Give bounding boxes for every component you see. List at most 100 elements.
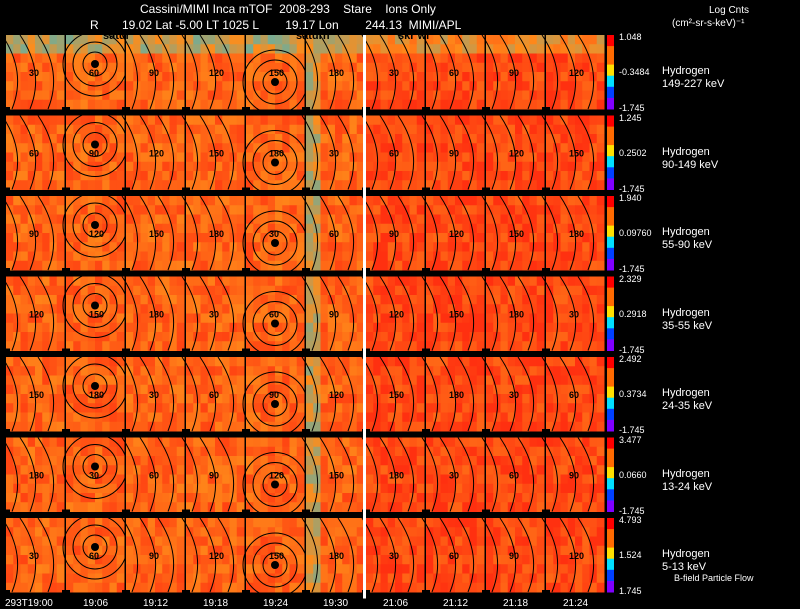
colorbar [607,357,614,432]
contour-label: 30 [209,310,219,320]
colorbar-max-label: 1.245 [619,112,642,123]
contour-label: 150 [329,471,344,481]
panel: 180 [181,195,245,272]
contour-label: 120 [329,390,344,400]
panel: 60 [541,356,605,433]
row-species-label: Hydrogen [662,65,710,77]
panel: 180 [361,437,425,514]
time-gap-divider [363,35,366,599]
contour-label: 150 [389,390,404,400]
row-energy-label: 90-149 keV [662,158,719,171]
panel: 90 [481,517,545,594]
contour-label: 60 [29,149,39,159]
panel: 120 [181,34,245,111]
contour-label: 30 [329,149,339,159]
contour-label: 150 [209,149,224,159]
colorbar-min-label: -1.745 [619,103,645,113]
contour-label: 60 [509,471,519,481]
panel: 90 [481,34,545,111]
panel: 180 [1,437,65,514]
panel: 30 [62,434,128,514]
panel: 180 [301,517,365,594]
panel: 120 [121,115,185,192]
contour-label: 60 [149,471,159,481]
contour-label: 120 [209,551,224,561]
x-tick-label: 19:06 [83,598,109,609]
contour-label: 150 [569,149,584,159]
panel: 30 [361,34,425,111]
contour-label: 30 [89,471,99,481]
panel: 90 [121,517,185,594]
x-tick-label: 19:24 [263,598,289,609]
contour-label: 150 [269,68,284,78]
contour-label: 90 [389,229,399,239]
panel: 90 [121,34,185,111]
contour-label: 60 [89,68,99,78]
panel: 90 [181,437,245,514]
panel: 60 [181,356,245,433]
panel: 60 [301,195,365,272]
contour-label: 30 [449,471,459,481]
panel: 90 [541,437,605,514]
contour-label: 120 [569,68,584,78]
contour-label: 150 [89,310,104,320]
panel: 90 [301,276,365,353]
panel: 150 [421,276,485,353]
panel: 150 [121,195,185,272]
contour-label: 60 [209,390,219,400]
chart-title: Cassini/MIMI Inca mTOF 2008-293 Stare Io… [140,2,436,16]
contour-label: 90 [89,149,99,159]
panel: 30 [421,437,485,514]
colorbar-min-label: -1.745 [619,505,645,516]
colorbar-mid-label: 0.2502 [619,147,647,158]
panel: 120 [301,356,365,433]
panel: 120 [361,276,425,353]
panel: 150 [181,115,245,192]
contour-label: 90 [329,310,339,320]
contour-label: 90 [509,68,519,78]
contour-label: 30 [389,551,399,561]
colorbar [607,115,614,190]
panel: 180 [541,195,605,272]
colorbar-min-label: -1.745 [619,425,645,435]
panel: 120 [1,276,65,353]
row-species-label: Hydrogen [662,467,710,480]
panel-label-satur: satur [103,30,130,42]
x-tick-label: 19:12 [143,598,169,609]
row-species-label: Hydrogen [662,226,710,238]
contour-label: 180 [269,149,284,159]
contour-label: 90 [149,68,159,78]
colorbar-max-label: 3.477 [619,434,642,445]
x-tick-label: 21:06 [383,598,409,609]
panel-label-saturn: saturn [296,30,330,42]
contour-label: 150 [269,551,284,561]
row-species-label: Hydrogen [662,145,710,158]
contour-label: 60 [449,551,459,561]
x-tick-label: 21:24 [563,598,589,609]
contour-label: 60 [329,229,339,239]
row-energy-label: 5-13 keV [662,561,707,573]
panel: 60 [62,31,128,111]
colorbar-mid-label: -0.3484 [619,67,650,77]
colorbar-min-label: 1.745 [619,586,642,596]
panel: 180 [481,276,545,353]
panel: 30 [181,276,245,353]
panel: 150 [361,356,425,433]
panel: 150 [541,115,605,192]
colorbar [607,196,614,271]
x-tick-label: 21:12 [443,598,469,609]
colorbar-min-label: -1.745 [619,344,645,355]
panel: 60 [242,276,308,356]
panel: 150 [62,273,128,353]
panel: 60 [1,115,65,192]
contour-label: 150 [449,310,464,320]
x-tick-label: 19:30 [323,598,349,609]
contour-label: 180 [209,229,224,239]
colorbar-mid-label: 0.3734 [619,389,647,399]
contour-label: 90 [29,229,39,239]
panel: 120 [541,34,605,111]
contour-label: 90 [149,551,159,561]
contour-label: 30 [389,68,399,78]
contour-label: 30 [569,310,579,320]
panel: 60 [481,437,545,514]
